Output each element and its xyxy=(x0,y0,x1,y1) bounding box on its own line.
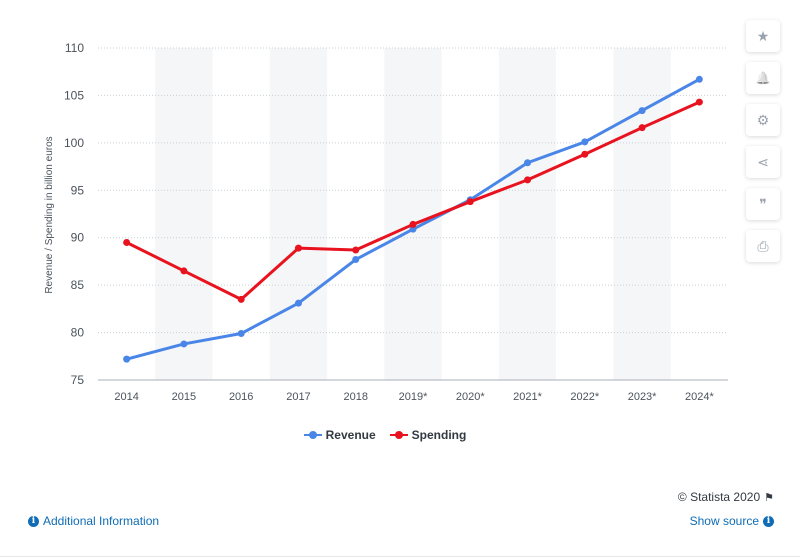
copyright-text: © Statista 2020 xyxy=(677,490,761,504)
info-icon: i xyxy=(28,515,39,527)
column-band xyxy=(155,48,213,380)
data-point-spending[interactable] xyxy=(466,198,474,206)
show-source-label: Show source xyxy=(689,514,759,528)
data-point-spending[interactable] xyxy=(237,295,245,303)
bell-icon: 🔔 xyxy=(755,71,771,85)
y-axis-ticks: 75 80 85 90 95 100 105 110 xyxy=(64,41,84,387)
data-point-spending[interactable] xyxy=(695,98,703,106)
data-point-spending[interactable] xyxy=(294,244,302,252)
copyright[interactable]: © Statista 2020 ⚑ xyxy=(678,490,774,504)
data-point-revenue[interactable] xyxy=(524,159,532,167)
y-tick-label: 105 xyxy=(64,88,84,102)
x-tick-label: 2023* xyxy=(628,391,657,403)
flag-icon: ⚑ xyxy=(764,491,774,504)
x-tick-label: 2015 xyxy=(172,391,196,403)
data-point-revenue[interactable] xyxy=(180,340,188,348)
legend-item-spending[interactable]: Spending xyxy=(389,428,467,442)
print-button[interactable]: ⎙ xyxy=(746,230,780,262)
info-icon: i xyxy=(763,515,774,527)
x-tick-label: 2014 xyxy=(114,391,138,403)
y-tick-label: 75 xyxy=(71,373,85,387)
print-icon: ⎙ xyxy=(757,237,769,254)
data-point-revenue[interactable] xyxy=(581,138,589,146)
data-point-spending[interactable] xyxy=(409,220,417,228)
legend-label-revenue: Revenue xyxy=(325,428,376,442)
share-icon: ⋖ xyxy=(757,153,769,170)
share-button[interactable]: ⋖ xyxy=(746,146,780,178)
data-point-spending[interactable] xyxy=(123,238,131,246)
data-point-revenue[interactable] xyxy=(237,330,245,338)
notification-button[interactable]: 🔔 xyxy=(746,62,780,94)
grid-lines xyxy=(98,47,728,381)
series-lines xyxy=(123,75,703,363)
y-tick-label: 100 xyxy=(64,136,84,150)
data-point-spending[interactable] xyxy=(524,176,532,184)
show-source-link[interactable]: Show source i xyxy=(690,514,774,528)
x-tick-label: 2016 xyxy=(229,391,253,403)
star-button[interactable]: ★ xyxy=(746,20,780,52)
y-axis-label: Revenue / Spending in billion euros xyxy=(44,136,55,293)
x-tick-label: 2017 xyxy=(286,391,310,403)
settings-button[interactable]: ⚙ xyxy=(746,104,780,136)
legend-swatch-revenue xyxy=(303,430,322,440)
column-band xyxy=(269,48,328,380)
x-axis-ticks: 2014 2015 2016 2017 2018 2019* 2020* 2021* 2022*… xyxy=(114,391,714,403)
legend-label-spending: Spending xyxy=(411,428,467,442)
x-tick-label: 2020* xyxy=(456,391,485,403)
x-tick-label: 2019* xyxy=(399,391,428,403)
legend: Revenue Spending xyxy=(0,428,770,442)
toolbar: ★ 🔔 ⚙ ⋖ ❞ ⎙ xyxy=(746,20,780,272)
data-point-spending[interactable] xyxy=(352,246,360,254)
legend-item-revenue[interactable]: Revenue xyxy=(303,428,376,442)
data-point-spending[interactable] xyxy=(581,150,589,158)
data-point-revenue[interactable] xyxy=(294,299,302,307)
y-tick-label: 90 xyxy=(71,231,85,245)
line-chart: 75 80 85 90 95 100 105 110 2014 2015 2016 2017 2018… xyxy=(44,41,728,403)
x-tick-label: 2024* xyxy=(685,391,714,403)
cite-button[interactable]: ❞ xyxy=(746,188,780,220)
column-band xyxy=(613,48,671,380)
y-tick-label: 85 xyxy=(71,278,85,292)
additional-information-label: Additional Information xyxy=(43,514,160,528)
data-point-revenue[interactable] xyxy=(123,355,131,363)
x-tick-label: 2021* xyxy=(513,391,542,403)
column-band xyxy=(498,48,557,380)
quote-icon: ❞ xyxy=(759,195,767,212)
star-icon: ★ xyxy=(756,27,770,44)
x-tick-label: 2018 xyxy=(343,391,367,403)
column-band xyxy=(384,48,442,380)
data-point-revenue[interactable] xyxy=(695,75,703,83)
gear-icon: ⚙ xyxy=(756,111,770,128)
data-point-revenue[interactable] xyxy=(638,107,646,115)
additional-information-link[interactable]: i Additional Information xyxy=(28,514,159,528)
column-bands xyxy=(155,48,671,380)
x-tick-label: 2022* xyxy=(570,391,599,403)
y-tick-label: 110 xyxy=(65,41,84,55)
legend-swatch-spending xyxy=(389,430,408,440)
y-tick-label: 95 xyxy=(71,183,85,197)
y-tick-label: 80 xyxy=(71,326,85,340)
data-point-spending[interactable] xyxy=(180,267,188,275)
data-point-revenue[interactable] xyxy=(352,256,360,264)
data-point-spending[interactable] xyxy=(638,124,646,132)
